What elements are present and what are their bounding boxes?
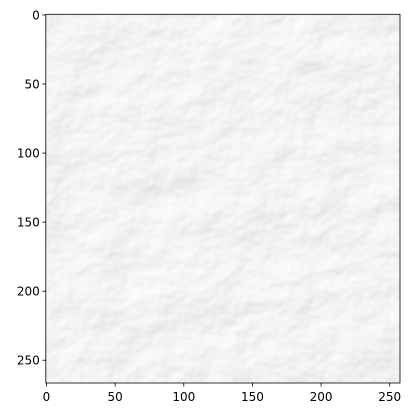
y-tick-label: 250	[17, 354, 40, 368]
y-tick-label: 100	[17, 146, 40, 160]
x-tick-label: 0	[43, 390, 51, 404]
y-tick-label: 0	[32, 8, 40, 22]
y-tick-label: 50	[25, 77, 40, 91]
x-tick-label: 200	[310, 390, 333, 404]
x-tick-label: 50	[107, 390, 122, 404]
y-tick-label: 150	[17, 215, 40, 229]
image	[45, 14, 401, 384]
x-tick-label: 250	[378, 390, 401, 404]
axes-frame	[45, 13, 401, 384]
x-tick-label: 100	[172, 390, 195, 404]
y-tick-label: 200	[17, 284, 40, 298]
x-tick-label: 150	[241, 390, 264, 404]
